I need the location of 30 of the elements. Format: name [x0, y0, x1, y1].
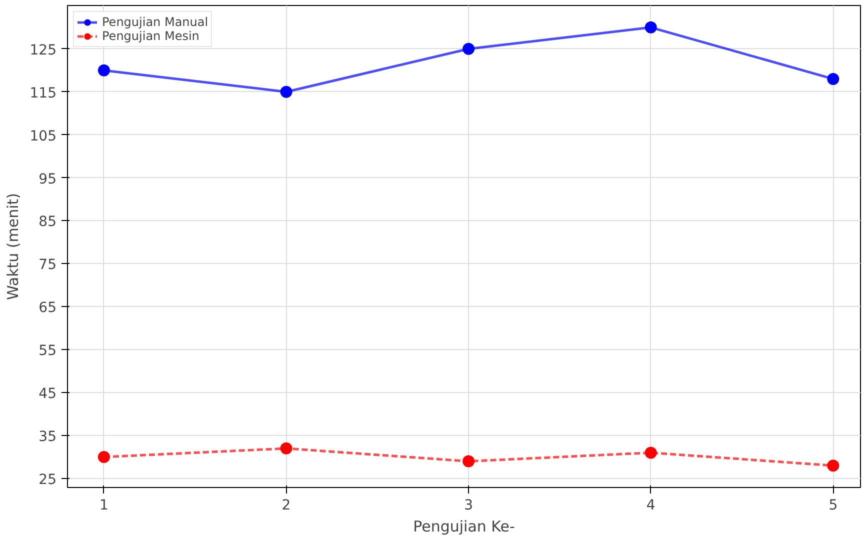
x-tick-label: 4: [646, 498, 656, 514]
y-tick-label: 95: [38, 171, 57, 188]
point: [98, 64, 110, 76]
x-axis-title: Pengujian Ke-: [413, 518, 515, 536]
y-tick-label: 55: [38, 343, 57, 360]
x-tick-label: 3: [464, 498, 474, 514]
y-tick-label: 85: [38, 214, 57, 230]
y-tick-label: 125: [30, 42, 57, 58]
point: [280, 86, 292, 98]
legend-label: Pengujian Mesin: [102, 29, 200, 43]
x-tick-label: 5: [828, 498, 838, 514]
x-tick-label: 1: [100, 498, 108, 514]
y-axis-title: Waktu (menit): [4, 192, 22, 300]
point: [462, 42, 475, 55]
y-tick-label: 75: [38, 257, 57, 274]
y-tick-label: 35: [38, 429, 57, 446]
x-tick-label: 2: [282, 498, 291, 514]
point: [644, 446, 657, 459]
point: [644, 21, 657, 34]
point: [280, 442, 292, 454]
point: [462, 455, 475, 468]
y-tick-label: 25: [38, 472, 57, 488]
y-tick-label: 105: [30, 128, 57, 144]
y-tick-label: 45: [38, 386, 57, 402]
point: [827, 460, 840, 472]
legend-label: Pengujian Manual: [102, 15, 208, 29]
point: [827, 72, 840, 85]
point: [98, 451, 110, 463]
y-tick-label: 115: [30, 85, 57, 102]
y-tick-label: 65: [38, 300, 57, 316]
